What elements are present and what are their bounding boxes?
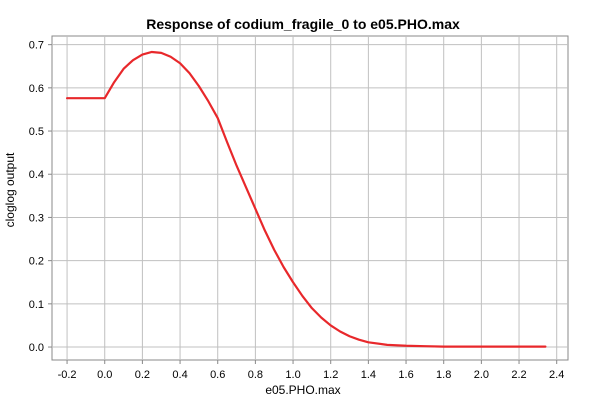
x-tick-label: 0.6: [210, 369, 225, 381]
y-tick-label: 0.2: [29, 256, 44, 268]
series-group: [65, 50, 547, 348]
x-tick-label: 1.4: [361, 369, 376, 381]
y-tick-labels: 0.0 0.1 0.2 0.3 0.4 0.5 0.6 0.7: [29, 40, 44, 354]
y-tick-label: 0.7: [29, 40, 44, 52]
chart-title: Response of codium_fragile_0 to e05.PHO.…: [146, 16, 460, 32]
grid-lines: [52, 36, 568, 360]
x-tick-label: 2.0: [474, 369, 489, 381]
y-tick-label: 0.5: [29, 126, 44, 138]
x-tick-label: 0.2: [135, 369, 150, 381]
y-tick-label: 0.0: [29, 342, 44, 354]
x-tick-label: 2.2: [511, 369, 526, 381]
x-tick-label: 1.6: [398, 369, 413, 381]
y-axis-label: cloglog output: [3, 152, 17, 227]
y-tick-label: 0.1: [29, 299, 44, 311]
x-tick-label: 1.8: [436, 369, 451, 381]
x-tick-label: 1.2: [323, 369, 338, 381]
y-tick-label: 0.6: [29, 83, 44, 95]
x-tick-label: 0.4: [172, 369, 187, 381]
x-axis-label: e05.PHO.max: [265, 383, 340, 397]
response-curve: [65, 50, 547, 348]
y-tick-label: 0.3: [29, 212, 44, 224]
x-tick-label: 1.0: [285, 369, 300, 381]
axis-ticks: [48, 44, 558, 364]
x-tick-labels: -0.2 0.0 0.2 0.4 0.6 0.8 1.0 1.2 1.4 1.6 1.8 2.0 2.2…: [58, 369, 565, 381]
x-tick-label: 0.0: [97, 369, 112, 381]
y-tick-label: 0.4: [29, 169, 44, 181]
x-tick-label: 2.4: [549, 369, 564, 381]
x-tick-label: 0.8: [248, 369, 263, 381]
x-tick-label: -0.2: [58, 369, 77, 381]
plot-area: [51, 35, 569, 361]
